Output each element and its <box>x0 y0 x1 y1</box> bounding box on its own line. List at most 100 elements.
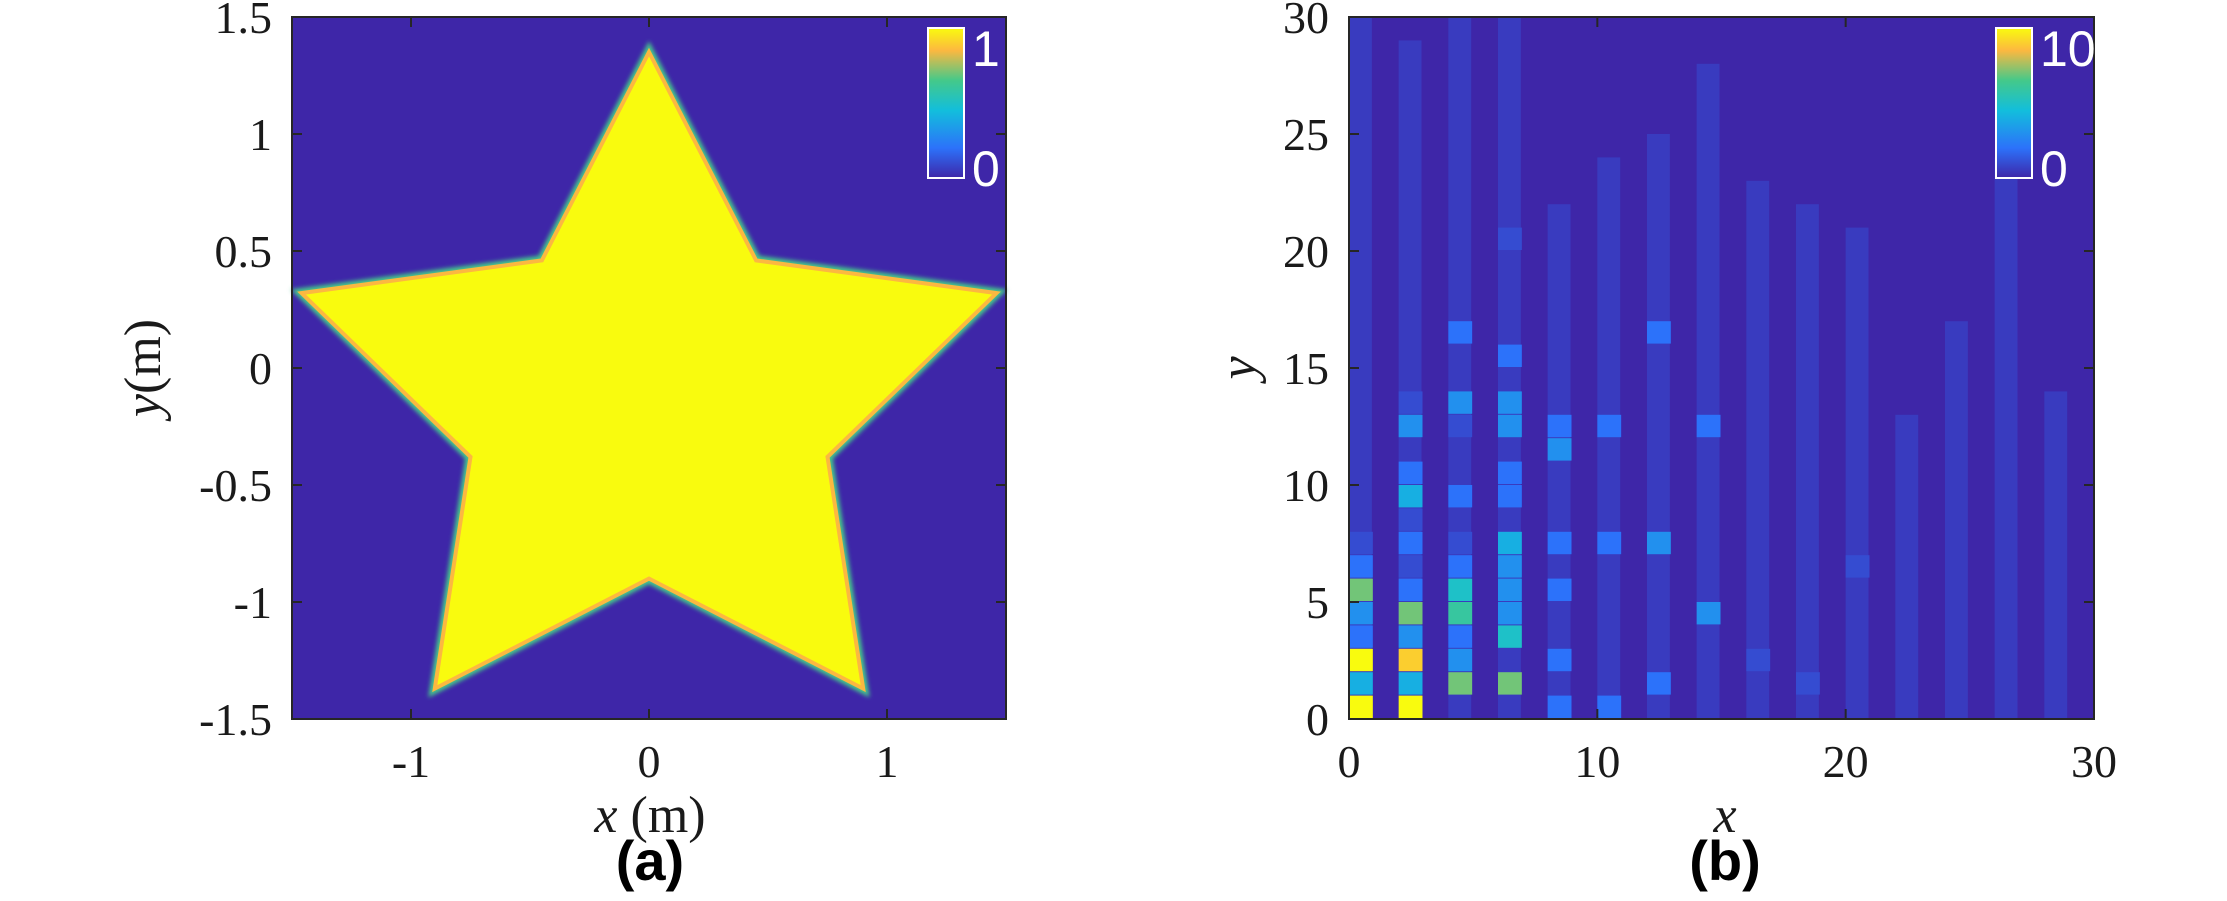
heatmap-cell <box>1398 672 1423 695</box>
heatmap-cell <box>1448 321 1473 344</box>
heatmap-cell <box>1448 391 1473 414</box>
y-tick-label: -0.5 <box>199 460 272 511</box>
heatmap-cell <box>1398 531 1423 555</box>
heatmap-cell <box>1498 485 1522 508</box>
heatmap-cell <box>1448 555 1473 578</box>
heatmap-cell <box>1349 695 1373 718</box>
heatmap-cell <box>1349 531 1373 555</box>
heatmap-cell <box>1398 602 1423 625</box>
heatmap-cell <box>1448 578 1473 601</box>
heatmap-cell <box>1647 321 1671 344</box>
heatmap-cell <box>1398 508 1423 531</box>
y-tick-label: 0 <box>249 343 272 394</box>
y-axis-variable: y <box>1210 356 1267 385</box>
x-tick-label: 30 <box>2071 736 2117 787</box>
y-tick-label: 30 <box>1283 0 1329 43</box>
column-stripe <box>2044 391 2068 719</box>
x-tick-label: 0 <box>638 736 661 787</box>
panel-b-x-axis-label: x <box>1712 787 1736 844</box>
y-axis-label-text: y(m) <box>115 319 172 422</box>
column-stripe <box>1647 134 1670 719</box>
y-tick-label: 0.5 <box>215 226 273 277</box>
heatmap-cell <box>1647 531 1671 555</box>
heatmap-cell <box>1448 414 1473 438</box>
panel-a-star-heatmap: -1 0 1-1.5-1-0.500.511.5 x (m) y(m) 10 (a) <box>115 0 1008 892</box>
panel-a-ticks: -1 0 1 -1.5 -1 -0.5 0 0.5 1 1.5 <box>199 0 1006 787</box>
heatmap-cell <box>1448 672 1473 695</box>
panel-a-colorbar: 10 <box>927 21 1000 197</box>
heatmap-cell <box>1746 648 1771 672</box>
panel-b-ticks: 0 10 20 30 0 5 10 15 20 25 30 <box>1283 0 2117 787</box>
heatmap-cell <box>1498 461 1522 484</box>
heatmap-cell <box>1498 227 1522 250</box>
heatmap-cell <box>1547 578 1572 601</box>
heatmap-cell <box>1398 555 1423 578</box>
column-stripe <box>1796 204 1819 719</box>
colorbar-gradient <box>927 27 965 179</box>
heatmap-cell <box>1547 648 1572 672</box>
y-tick-label: 1.5 <box>215 0 273 43</box>
heatmap-cell <box>1448 602 1473 625</box>
heatmap-cell <box>1498 555 1522 578</box>
heatmap-cell <box>1398 695 1423 718</box>
y-tick-label: 1 <box>249 109 272 160</box>
heatmap-cell <box>1498 625 1522 648</box>
heatmap-cell <box>1597 414 1622 438</box>
heatmap-cell <box>1647 672 1671 695</box>
heatmap-cell <box>1547 414 1572 438</box>
heatmap-cell <box>1398 648 1423 672</box>
heatmap-cell <box>1448 485 1473 508</box>
panel-b-matrix-heatmap: 0 10 20 30 0 5 10 15 20 25 30 x y 10 0 (b) <box>1210 0 2117 892</box>
column-stripe <box>1945 321 1968 719</box>
y-axis-unit: (m) <box>115 319 172 394</box>
x-tick-label: 1 <box>876 736 899 787</box>
x-axis-label-text: x <box>1712 787 1736 844</box>
heatmap-cell <box>1448 531 1473 555</box>
panel-a-x-axis-label: x (m) <box>593 787 705 844</box>
heatmap-cell <box>1448 648 1473 672</box>
y-tick-label: 0 <box>1306 694 1329 745</box>
y-tick-label: 25 <box>1283 109 1329 160</box>
heatmap-cell <box>1398 414 1423 438</box>
heatmap-cell <box>1597 695 1622 718</box>
heatmap-cell <box>1448 625 1473 648</box>
panel-b-marks <box>1349 17 2068 720</box>
column-stripe <box>1845 227 1869 719</box>
panel-a-y-axis-label: y(m) <box>115 319 172 422</box>
heatmap-cell <box>1547 531 1572 555</box>
heatmap-cell <box>1547 438 1572 461</box>
y-axis-label-text: y <box>1210 356 1267 385</box>
y-tick-label: -1 <box>234 577 272 628</box>
heatmap-cell <box>1845 555 1870 578</box>
heatmap-cell <box>1498 391 1522 414</box>
heatmap-cell <box>1696 414 1721 438</box>
heatmap-cell <box>1349 648 1373 672</box>
y-tick-label: 15 <box>1283 343 1329 394</box>
heatmap-cell <box>1398 485 1423 508</box>
heatmap-cell <box>1498 672 1522 695</box>
x-tick-label: 0 <box>1338 736 1361 787</box>
y-axis-variable: y <box>115 393 172 422</box>
y-tick-label: 5 <box>1306 577 1329 628</box>
colorbar-min-label: 0 <box>972 141 1000 197</box>
heatmap-cell <box>1398 578 1423 601</box>
heatmap-cell <box>1349 578 1373 601</box>
y-tick-label: 10 <box>1283 460 1329 511</box>
heatmap-cell <box>1349 672 1373 695</box>
panel-a-marks <box>290 41 1008 698</box>
x-tick-label: 10 <box>1574 736 1620 787</box>
x-axis-variable: x <box>593 787 617 844</box>
panel-b-plot-area <box>1349 17 2094 719</box>
x-tick-label: 20 <box>1823 736 1869 787</box>
column-stripe <box>1696 63 1720 720</box>
y-tick-label: 20 <box>1283 226 1329 277</box>
heatmap-cell <box>1498 414 1522 438</box>
colorbar-gradient <box>1995 27 2033 179</box>
column-stripe <box>1895 414 1919 719</box>
heatmap-cell <box>1398 461 1423 484</box>
panel-b-label: (b) <box>1689 829 1761 892</box>
heatmap-cell <box>1349 625 1373 648</box>
panel-b-colorbar: 10 0 <box>1995 21 2096 197</box>
x-axis-unit: (m) <box>618 787 706 844</box>
x-axis-variable: x <box>1712 787 1736 844</box>
